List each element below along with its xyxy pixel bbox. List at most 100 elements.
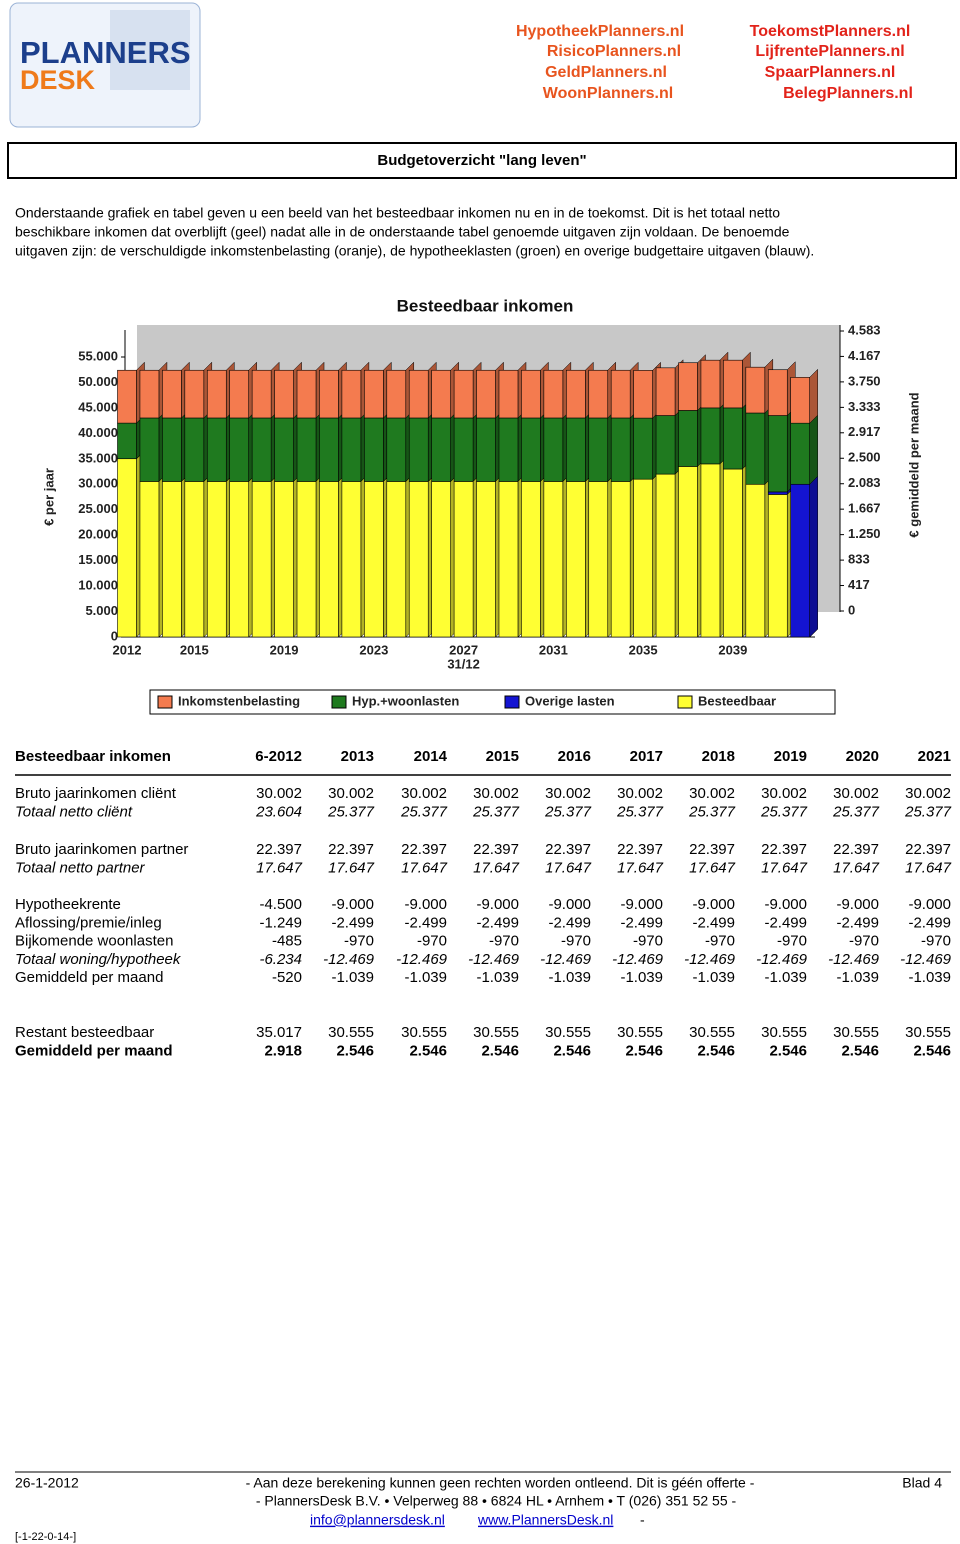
y2-tick-label: 0 xyxy=(848,602,855,617)
bar-segment xyxy=(767,491,788,495)
bar-segment xyxy=(251,417,272,482)
site-link[interactable]: HypotheekPlanners.nl xyxy=(516,23,684,40)
site-link[interactable]: LijfrentePlanners.nl xyxy=(755,43,904,60)
bar-segment xyxy=(162,417,182,482)
site-link[interactable]: ToekomstPlanners.nl xyxy=(750,23,911,40)
bar-segment xyxy=(700,359,721,409)
cell: -9.000 xyxy=(908,896,951,913)
bar-segment xyxy=(655,415,676,475)
x-tick-label: 2035 xyxy=(629,642,658,657)
cell: 25.377 xyxy=(472,803,520,820)
bar-segment xyxy=(274,481,294,638)
cell: 30.002 xyxy=(617,785,663,802)
bar-segment xyxy=(790,422,811,485)
bar-segment xyxy=(521,481,541,638)
x-tick-label: 2039 xyxy=(718,642,747,657)
y-tick-label: 40.000 xyxy=(78,425,118,440)
bar-segment xyxy=(565,481,586,638)
cell: -12.469 xyxy=(540,951,592,968)
cell: -2.499 xyxy=(620,914,663,931)
bar-segment xyxy=(700,407,721,465)
footer-email[interactable]: info@plannersdesk.nl xyxy=(310,1512,445,1528)
bar-segment xyxy=(678,362,698,411)
bar-segment xyxy=(767,494,788,638)
row-label: Bijkomende woonlasten xyxy=(15,933,173,950)
chart-annotation: 31/12 xyxy=(447,656,480,671)
site-link[interactable]: RisicoPlanners.nl xyxy=(547,43,681,60)
cell: 2.546 xyxy=(553,1042,591,1059)
bar-segment xyxy=(364,369,384,419)
bar-segment xyxy=(476,417,496,482)
cell: 35.017 xyxy=(256,1024,302,1041)
bar-segment xyxy=(498,417,519,482)
cell: -2.499 xyxy=(836,914,879,931)
cell: -2.499 xyxy=(476,914,519,931)
intro-line: beschikbare inkomen dat overblijft (geel… xyxy=(15,224,790,240)
site-link[interactable]: WoonPlanners.nl xyxy=(543,85,673,102)
bar-segment xyxy=(723,359,743,409)
cell: -9.000 xyxy=(476,896,519,913)
cell: 17.647 xyxy=(545,859,592,876)
bar-segment xyxy=(184,481,205,638)
cell: 2.546 xyxy=(336,1042,374,1059)
y-tick-label: 35.000 xyxy=(78,450,118,465)
bar-segment xyxy=(386,481,407,638)
cell: -1.039 xyxy=(548,969,591,986)
cell: 22.397 xyxy=(328,841,374,858)
footer-page: Blad 4 xyxy=(902,1475,942,1491)
y-tick-label: 30.000 xyxy=(78,476,118,491)
cell: 22.397 xyxy=(905,841,951,858)
footer-website[interactable]: www.PlannersDesk.nl xyxy=(477,1512,613,1528)
site-link[interactable]: SpaarPlanners.nl xyxy=(765,64,896,81)
bar-segment xyxy=(633,417,653,480)
legend-swatch xyxy=(504,695,520,709)
y2-axis-label: € gemiddeld per maand xyxy=(906,392,921,537)
footer-date: 26-1-2012 xyxy=(15,1475,79,1491)
bar-segment xyxy=(431,369,451,419)
bar-segment xyxy=(408,369,429,419)
y-tick-label: 45.000 xyxy=(78,399,118,414)
site-link[interactable]: GeldPlanners.nl xyxy=(545,64,667,81)
bar-segment xyxy=(700,463,721,638)
cell: 30.002 xyxy=(905,785,951,802)
cell: 25.377 xyxy=(400,803,448,820)
cell: 17.647 xyxy=(689,859,736,876)
bar-segment xyxy=(251,481,272,638)
legend-swatch xyxy=(677,695,693,709)
cell: 23.604 xyxy=(255,803,302,820)
bar-segment xyxy=(543,417,564,482)
bar-segment xyxy=(565,369,586,419)
cell: -970 xyxy=(561,933,591,950)
bar-segment xyxy=(386,369,407,419)
x-tick-label: 2027 xyxy=(449,642,478,657)
y2-tick-label: 1.250 xyxy=(848,526,881,541)
row-label: Gemiddeld per maand xyxy=(15,1042,173,1059)
bar-segment xyxy=(364,417,384,482)
bar-segment xyxy=(296,369,317,419)
bar-segment xyxy=(229,369,249,419)
cell: 2.546 xyxy=(481,1042,519,1059)
cell: 25.377 xyxy=(688,803,736,820)
cell: 30.002 xyxy=(833,785,879,802)
bar-segment xyxy=(139,481,160,638)
cell: -1.039 xyxy=(764,969,807,986)
bar-segment xyxy=(588,417,609,482)
cell: -970 xyxy=(705,933,735,950)
cell: -9.000 xyxy=(548,896,591,913)
intro-line: Onderstaande grafiek en tabel geven u ee… xyxy=(15,205,780,221)
table-column: 2018 xyxy=(702,748,735,765)
bar-segment xyxy=(364,481,384,638)
table-header: Besteedbaar inkomen xyxy=(15,748,171,765)
x-tick-label: 2012 xyxy=(113,642,142,657)
cell: -9.000 xyxy=(692,896,735,913)
cell: -1.039 xyxy=(620,969,663,986)
bar-segment xyxy=(117,369,137,424)
cell: 25.377 xyxy=(544,803,592,820)
cell: -12.469 xyxy=(612,951,664,968)
bar-side xyxy=(809,414,818,485)
bar-segment xyxy=(274,369,294,419)
legend-swatch xyxy=(331,695,347,709)
site-link[interactable]: BelegPlanners.nl xyxy=(783,85,913,102)
cell: 17.647 xyxy=(256,859,303,876)
bar-segment xyxy=(431,481,451,638)
